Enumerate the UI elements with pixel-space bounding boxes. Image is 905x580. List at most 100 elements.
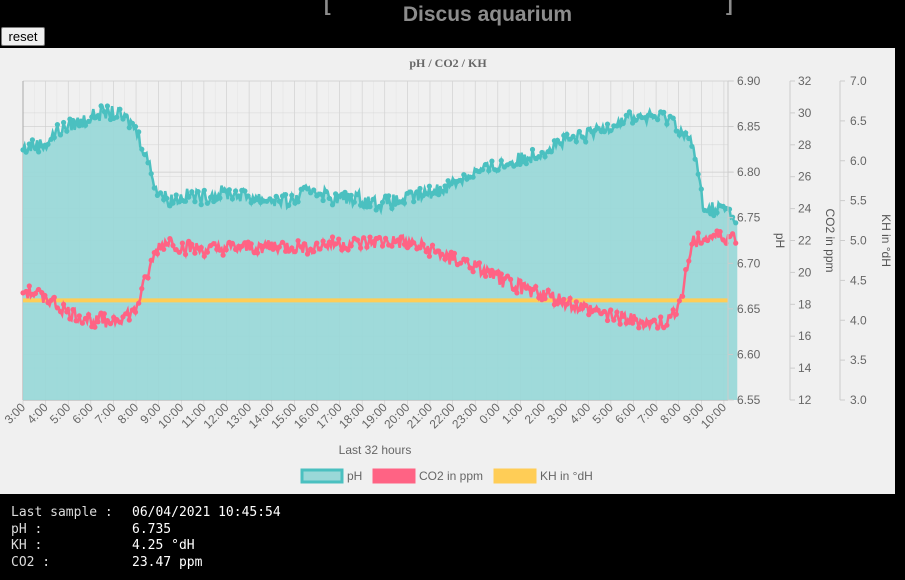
ph-point — [326, 195, 332, 201]
legend-label: CO2 in ppm — [419, 469, 483, 483]
ph-point — [139, 146, 145, 152]
title-edge-left: [ — [324, 0, 331, 16]
co2-axis-tick-label: 20 — [798, 265, 812, 279]
ph-point — [23, 149, 29, 155]
ph-point — [198, 202, 204, 208]
ph-point — [217, 195, 223, 201]
kh-axis-tick-label: 4.0 — [850, 313, 867, 327]
kh-axis-tick-label: 6.5 — [850, 114, 867, 128]
co2-point — [248, 241, 254, 247]
co2-point — [458, 260, 464, 266]
ph-point — [351, 199, 357, 205]
ph-point — [126, 125, 132, 131]
co2-point — [161, 246, 167, 252]
ph-area — [23, 105, 738, 401]
co2-point — [61, 301, 67, 307]
info-row-kh: KH : 4.25 °dH — [11, 538, 281, 555]
co2-point — [567, 295, 573, 301]
co2-point — [667, 313, 673, 319]
ph-point — [151, 185, 157, 191]
co2-point — [320, 238, 326, 244]
co2-point — [154, 251, 160, 257]
kh-axis-tick-label: 6.0 — [850, 154, 867, 168]
ph-point — [370, 196, 376, 202]
ph-point — [698, 186, 704, 192]
co2-point — [101, 311, 107, 317]
ph-point — [689, 143, 695, 149]
co2-point — [23, 288, 29, 295]
ph-point — [233, 188, 239, 194]
co2-point — [189, 241, 195, 247]
co2-point — [86, 312, 92, 318]
ph-point — [486, 168, 492, 174]
ph-axis-tick-label: 6.80 — [737, 165, 761, 179]
ph-point — [164, 195, 170, 201]
co2-point — [292, 249, 298, 255]
co2-point — [73, 318, 79, 324]
ph-point — [692, 156, 698, 162]
x-tick-label: 4:00 — [567, 400, 594, 427]
co2-point — [601, 308, 608, 315]
co2-point — [323, 243, 329, 249]
co2-point — [711, 232, 717, 238]
co2-point — [317, 246, 323, 252]
co2-axis-tick-label: 32 — [798, 74, 812, 88]
ph-axis-tick-label: 6.85 — [737, 120, 761, 134]
co2-point — [148, 257, 154, 263]
co2-point — [82, 315, 89, 321]
ph-axis-tick-label: 6.65 — [737, 302, 761, 316]
ph-point — [148, 171, 154, 177]
co2-point — [64, 309, 70, 315]
co2-point — [636, 325, 642, 331]
co2-point — [370, 239, 376, 245]
co2-point — [611, 317, 617, 323]
co2-point — [564, 301, 570, 307]
co2-point — [651, 317, 658, 323]
ph-point — [470, 174, 476, 180]
chart-svg[interactable]: pH / CO2 / KH3:004:005:006:007:008:009:0… — [0, 48, 895, 494]
co2-point — [367, 234, 373, 240]
info-label: CO2 : — [11, 554, 51, 570]
ph-point — [604, 121, 611, 127]
co2-point — [411, 240, 417, 246]
co2-axis-tick-label: 26 — [798, 170, 812, 184]
ph-point — [145, 160, 151, 166]
x-tick-label: 2:00 — [522, 400, 549, 427]
ph-point — [489, 158, 495, 164]
ph-point — [570, 133, 576, 139]
ph-point — [373, 207, 379, 213]
co2-point — [345, 247, 351, 253]
ph-point — [189, 189, 195, 195]
ph-point — [414, 189, 420, 195]
co2-point — [182, 251, 189, 257]
co2-point — [179, 240, 185, 246]
ph-point — [579, 134, 586, 140]
co2-point — [376, 234, 382, 241]
reset-button[interactable]: reset — [1, 27, 45, 46]
co2-point — [211, 241, 217, 247]
co2-axis-tick-label: 30 — [798, 106, 812, 120]
x-tick-label: 7:00 — [92, 400, 119, 427]
co2-point — [217, 247, 223, 253]
co2-point — [36, 286, 42, 293]
co2-axis-tick-label: 18 — [798, 297, 812, 311]
ph-point — [104, 103, 110, 109]
ph-point — [539, 149, 545, 156]
ph-point — [623, 112, 629, 118]
co2-point — [604, 317, 611, 324]
ph-point — [273, 193, 279, 199]
ph-point — [117, 106, 123, 112]
co2-point — [464, 257, 470, 263]
ph-point — [82, 122, 89, 128]
co2-point — [542, 296, 548, 302]
ph-point — [26, 141, 32, 147]
ph-point — [411, 199, 417, 205]
co2-axis-tick-label: 14 — [798, 361, 812, 375]
co2-point — [442, 256, 448, 262]
ph-point — [95, 113, 101, 119]
ph-point — [320, 197, 326, 204]
co2-point — [695, 230, 701, 236]
co2-axis-tick-label: 24 — [798, 202, 812, 216]
kh-axis-tick-label: 4.5 — [850, 273, 867, 287]
x-tick-label: 10:00 — [698, 400, 729, 431]
